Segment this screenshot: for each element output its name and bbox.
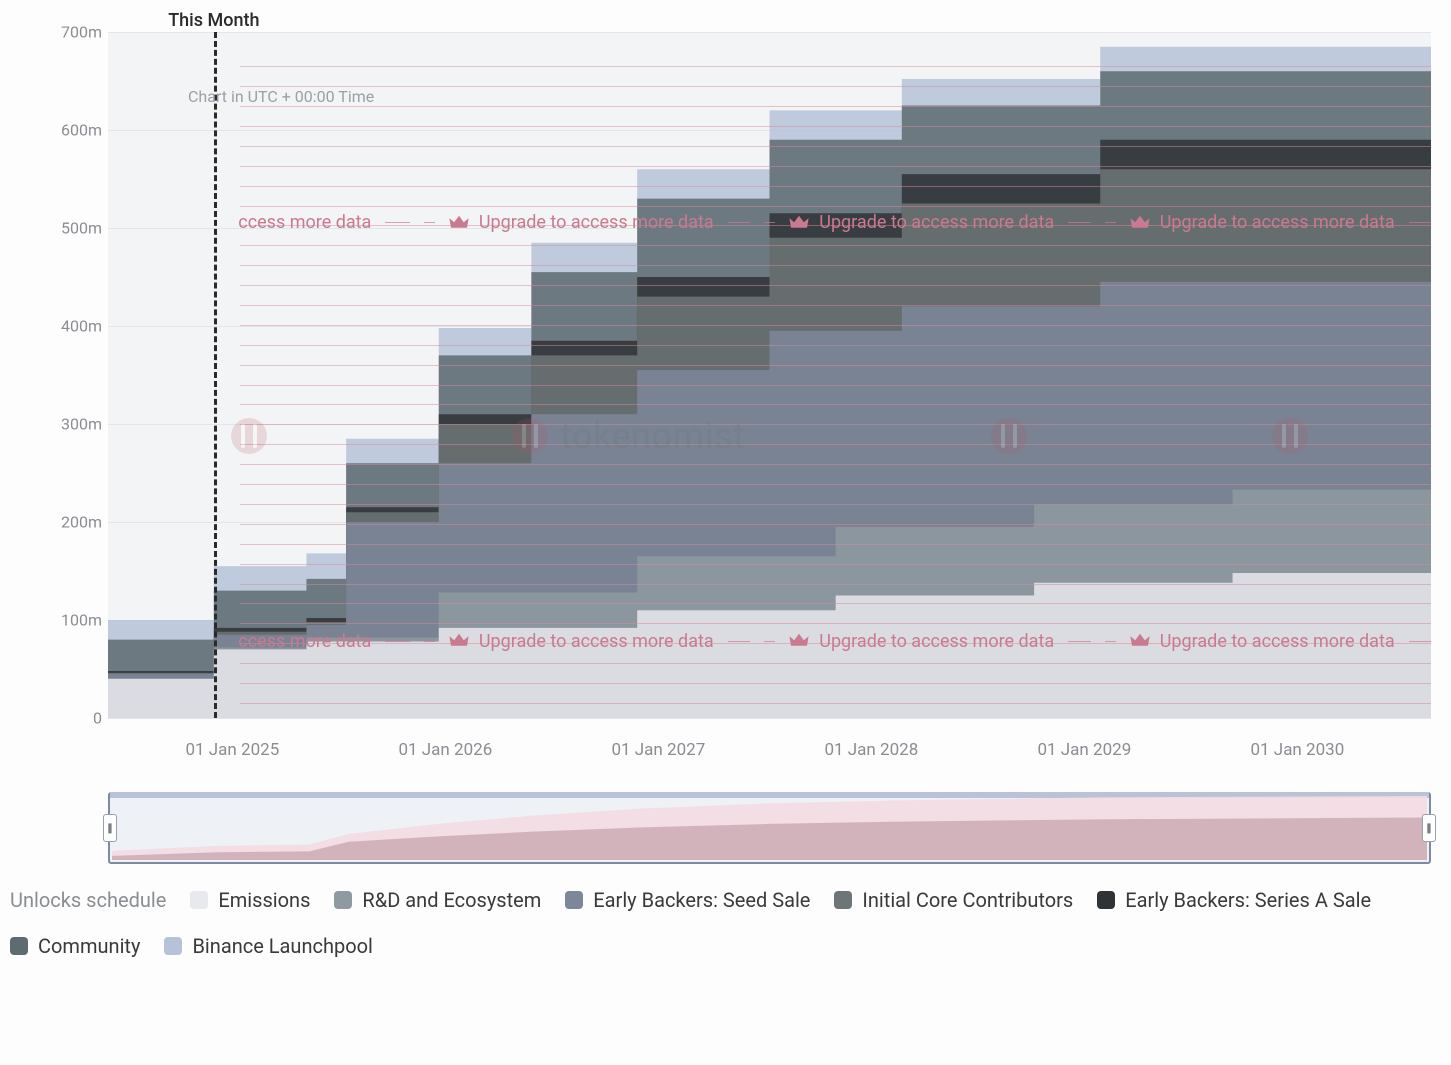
navigator-handle-left[interactable]: ❚ xyxy=(103,814,117,842)
legend-item-launchpool[interactable]: Binance Launchpool xyxy=(164,934,372,958)
y-tick-label: 400m xyxy=(61,317,102,336)
x-axis-labels: 01 Jan 2025 01 Jan 2026 01 Jan 2027 01 Jan … xyxy=(108,740,1431,770)
legend-swatch xyxy=(164,937,182,955)
y-tick-label: 300m xyxy=(61,415,102,434)
legend-swatch xyxy=(190,891,208,909)
navigator-handle-right[interactable]: ❚ xyxy=(1422,814,1436,842)
y-tick-label: 200m xyxy=(61,513,102,532)
plot-region[interactable]: Chart in UTC + 00:00 Time tokenomist cce… xyxy=(108,32,1431,718)
y-tick-label: 600m xyxy=(61,121,102,140)
x-tick-label: 01 Jan 2026 xyxy=(398,740,492,760)
chart-area: This Month Chart in UTC + 00:00 Time tok… xyxy=(50,10,1431,730)
legend-label: Binance Launchpool xyxy=(192,934,372,958)
legend-item-community[interactable]: Community xyxy=(10,934,140,958)
gridline xyxy=(108,718,1431,719)
y-tick-label: 0 xyxy=(93,709,102,728)
legend-item-rnd[interactable]: R&D and Ecosystem xyxy=(334,888,541,912)
legend-item-seed[interactable]: Early Backers: Seed Sale xyxy=(565,888,810,912)
navigator-mini-chart xyxy=(112,796,1427,860)
this-month-label: This Month xyxy=(168,10,259,31)
x-tick-label: 01 Jan 2029 xyxy=(1037,740,1131,760)
stacked-areas xyxy=(108,32,1431,718)
y-tick-label: 100m xyxy=(61,611,102,630)
legend-swatch xyxy=(834,891,852,909)
legend-label: Early Backers: Seed Sale xyxy=(593,888,810,912)
legend-swatch xyxy=(1097,891,1115,909)
x-tick-label: 01 Jan 2030 xyxy=(1250,740,1344,760)
legend-swatch xyxy=(10,937,28,955)
legend-label: R&D and Ecosystem xyxy=(362,888,541,912)
x-tick-label: 01 Jan 2028 xyxy=(824,740,918,760)
y-tick-label: 500m xyxy=(61,219,102,238)
legend-title: Unlocks schedule xyxy=(10,888,166,912)
range-navigator[interactable]: ❚ ❚ xyxy=(108,792,1431,864)
legend-label: Emissions xyxy=(218,888,310,912)
unlock-chart-container: This Month Chart in UTC + 00:00 Time tok… xyxy=(0,0,1451,1065)
legend-item-core[interactable]: Initial Core Contributors xyxy=(834,888,1073,912)
this-month-line xyxy=(214,32,217,718)
x-tick-label: 01 Jan 2027 xyxy=(611,740,705,760)
legend-item-seriesA[interactable]: Early Backers: Series A Sale xyxy=(1097,888,1371,912)
legend: Unlocks schedule Emissions R&D and Ecosys… xyxy=(10,888,1431,958)
legend-swatch xyxy=(565,891,583,909)
legend-label: Early Backers: Series A Sale xyxy=(1125,888,1371,912)
legend-item-emissions[interactable]: Emissions xyxy=(190,888,310,912)
y-tick-label: 700m xyxy=(61,23,102,42)
x-tick-label: 01 Jan 2025 xyxy=(185,740,279,760)
legend-label: Initial Core Contributors xyxy=(862,888,1073,912)
timezone-note: Chart in UTC + 00:00 Time xyxy=(188,87,374,106)
legend-swatch xyxy=(334,891,352,909)
legend-label: Community xyxy=(38,934,140,958)
